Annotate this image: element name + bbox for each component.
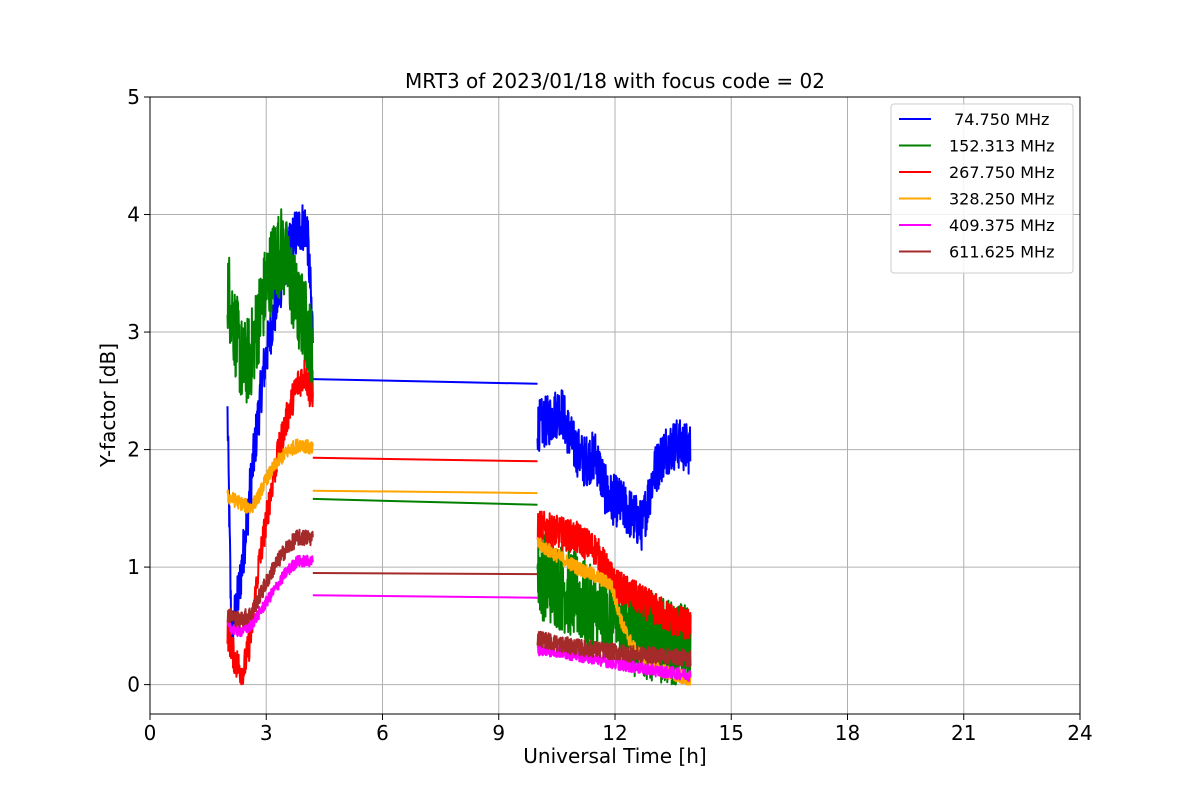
x-axis-title: Universal Time [h] xyxy=(523,744,706,768)
series-2 xyxy=(226,359,692,686)
y-tick-label: 4 xyxy=(127,203,140,227)
series-line xyxy=(536,389,692,551)
x-axis: 0 3 6 9 12 15 18 21 24 xyxy=(144,714,1093,745)
series-gap-line xyxy=(312,456,538,463)
series-gap-line xyxy=(312,594,538,599)
x-tick-label: 6 xyxy=(376,721,389,745)
x-tick-label: 24 xyxy=(1067,721,1092,745)
series-line xyxy=(226,528,314,629)
plot-area xyxy=(226,204,692,686)
legend-label: 267.750 MHz xyxy=(949,163,1054,182)
series-3 xyxy=(226,438,692,686)
series-line xyxy=(536,630,692,668)
series-gap-line xyxy=(312,378,538,385)
series-line xyxy=(226,204,314,651)
legend-label: 409.375 MHz xyxy=(949,216,1054,235)
series-4 xyxy=(226,554,692,682)
legend: 74.750 MHz 152.313 MHz 267.750 MHz 328.250 … xyxy=(890,103,1074,274)
y-tick-label: 1 xyxy=(127,555,140,579)
legend-label: 74.750 MHz xyxy=(949,110,1049,129)
y-tick-label: 5 xyxy=(127,85,140,109)
series-gap-line xyxy=(312,497,538,506)
chart-title: MRT3 of 2023/01/18 with focus code = 02 xyxy=(405,69,825,93)
x-tick-label: 12 xyxy=(602,721,627,745)
x-tick-label: 21 xyxy=(951,721,976,745)
legend-box xyxy=(890,103,1074,274)
y-axis-title: Y-factor [dB] xyxy=(96,343,120,468)
legend-label: 328.250 MHz xyxy=(949,190,1054,209)
series-line xyxy=(226,554,314,638)
x-tick-label: 9 xyxy=(492,721,505,745)
x-tick-label: 18 xyxy=(835,721,860,745)
series-line xyxy=(536,643,692,682)
y-tick-label: 0 xyxy=(127,673,140,697)
series-line xyxy=(226,438,314,514)
y-tick-label: 2 xyxy=(127,438,140,462)
legend-label: 152.313 MHz xyxy=(949,137,1054,156)
legend-label: 611.625 MHz xyxy=(949,243,1054,262)
series-0 xyxy=(226,204,692,651)
x-tick-label: 0 xyxy=(144,721,157,745)
series-line xyxy=(536,510,692,640)
series-5 xyxy=(226,528,692,668)
y-tick-label: 3 xyxy=(127,320,140,344)
y-axis: 0 1 2 3 4 5 xyxy=(127,85,150,697)
x-tick-label: 15 xyxy=(719,721,744,745)
series-line xyxy=(226,359,314,686)
series-gap-line xyxy=(312,489,538,495)
x-tick-label: 3 xyxy=(260,721,273,745)
series-line xyxy=(536,537,692,686)
series-line xyxy=(226,208,314,404)
series-gap-line xyxy=(312,572,538,576)
